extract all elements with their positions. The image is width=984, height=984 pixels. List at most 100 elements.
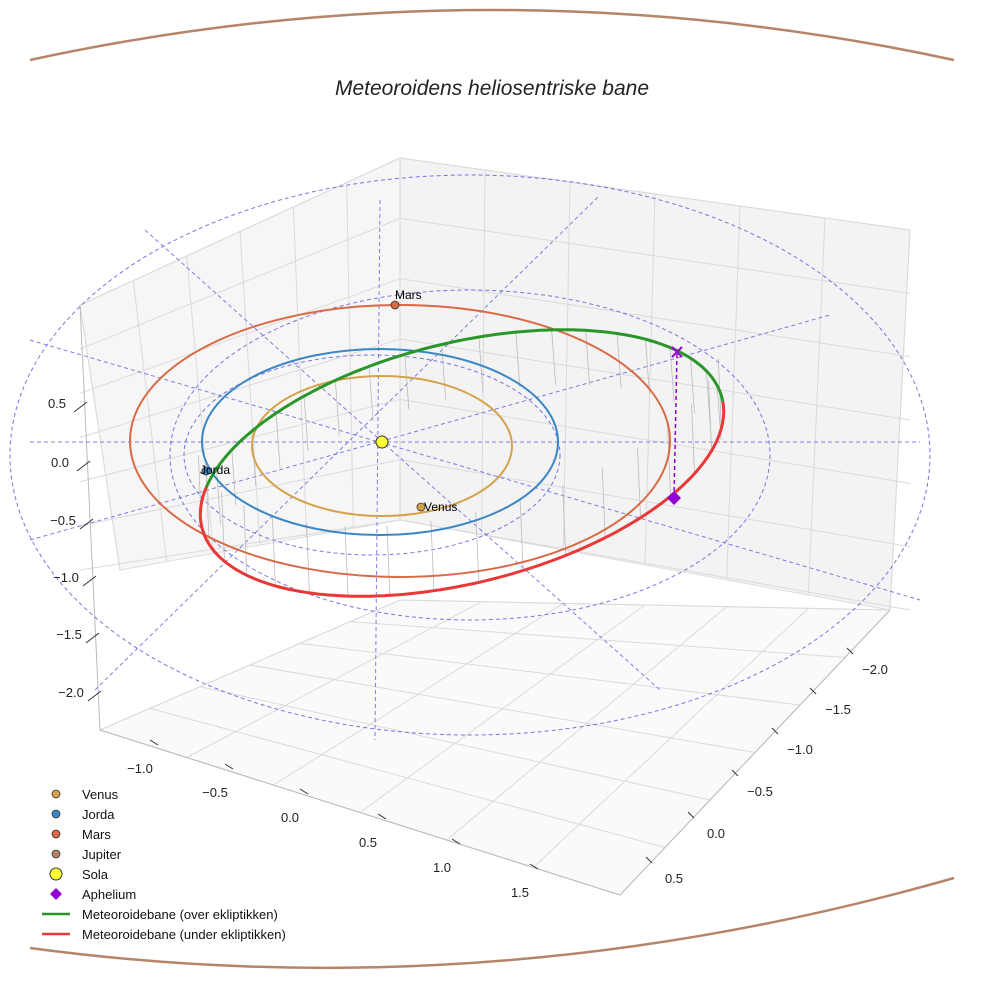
ref-ellipse-inner xyxy=(183,354,561,556)
grid-line xyxy=(807,217,826,596)
meteoroid-orbit-above xyxy=(204,328,725,489)
legend-marker xyxy=(51,789,61,799)
drop-line xyxy=(519,500,524,571)
orbit-jorda xyxy=(201,348,559,536)
x-tick-label: 0.0 xyxy=(281,810,299,825)
x-axis-line xyxy=(99,729,621,896)
planet-marker-jorda xyxy=(201,466,211,476)
legend-marker xyxy=(51,849,61,859)
grid-line xyxy=(399,459,911,548)
x-tick-mark xyxy=(224,763,234,770)
x-tick-label: −1.0 xyxy=(127,761,153,776)
grid-line xyxy=(346,182,354,529)
meteoroid-orbit xyxy=(198,328,726,598)
grid-line xyxy=(292,206,308,537)
meteoroid-orbit-below xyxy=(198,401,726,598)
grid-line xyxy=(79,459,401,527)
reference-line xyxy=(29,339,921,601)
grid-line xyxy=(79,217,401,350)
z-tick-label: −0.5 xyxy=(50,513,76,528)
planet-marker-venus xyxy=(416,502,426,512)
x-tick-mark xyxy=(299,788,309,795)
drop-line xyxy=(404,354,410,410)
drop-line xyxy=(691,403,695,474)
orbit-venus xyxy=(251,375,513,517)
grid-line xyxy=(889,229,911,611)
drop-line xyxy=(551,329,557,385)
y-tick-label: −1.5 xyxy=(825,702,851,717)
chart-title: Meteoroidens heliosentriske bane xyxy=(335,77,649,100)
z-tick-label: −1.5 xyxy=(56,627,82,642)
drop-line xyxy=(271,515,276,586)
legend-label: Aphelium xyxy=(82,887,136,902)
y-tick-mark xyxy=(731,769,739,777)
planet-label-jorda: Jorda xyxy=(200,463,230,477)
markers: Venus Jorda Mars xyxy=(200,288,683,514)
drop-line xyxy=(601,467,606,538)
outer-orbit-arc-bottom xyxy=(29,876,955,970)
z-tick-mark xyxy=(87,690,102,702)
y-tick-mark xyxy=(771,727,779,735)
drop-line xyxy=(708,380,712,451)
z-tick-label: 0.5 xyxy=(48,396,66,411)
drop-line xyxy=(243,505,248,576)
drop-line xyxy=(562,485,567,556)
grid-line xyxy=(644,193,656,566)
x-tick-label: 0.5 xyxy=(359,835,377,850)
axis-pane-floor xyxy=(98,599,892,896)
x-tick-mark xyxy=(529,863,539,870)
grid-line xyxy=(399,217,911,294)
legend-label: Meteoroidebane (over ekliptikken) xyxy=(82,907,278,922)
z-tick-mark xyxy=(82,575,97,587)
drop-line xyxy=(275,413,281,469)
legend-label: Jupiter xyxy=(82,847,122,862)
legend-item: Meteoroidebane (over ekliptikken) xyxy=(42,907,278,922)
reference-line xyxy=(374,199,381,741)
grid-line xyxy=(562,181,571,551)
reference-line xyxy=(29,314,831,541)
axis-pane-back xyxy=(399,157,911,611)
grid-line xyxy=(532,607,809,868)
drop-line xyxy=(645,339,650,395)
z-tick-mark xyxy=(76,460,91,472)
legend-marker xyxy=(50,888,62,900)
z-axis-line xyxy=(79,304,101,731)
planet-orbits xyxy=(29,8,955,970)
axis-pane-left xyxy=(79,157,401,571)
y-tick-mark xyxy=(687,811,695,819)
grid-line xyxy=(399,338,911,421)
x-tick-mark xyxy=(149,739,159,746)
aphelion-projection-marker xyxy=(671,346,683,358)
ref-ellipse-middle xyxy=(169,289,771,621)
z-tick-label: 0.0 xyxy=(51,455,69,470)
drop-line xyxy=(386,525,391,596)
z-tick-label: −2.0 xyxy=(58,685,84,700)
drop-line xyxy=(705,370,711,426)
legend-item: Jupiter xyxy=(51,847,122,862)
reference-line xyxy=(144,229,661,691)
drop-line xyxy=(303,396,309,452)
y-tick-label: −2.0 xyxy=(862,662,888,677)
legend-label: Mars xyxy=(82,827,111,842)
x-tick-mark xyxy=(377,813,387,820)
y-tick-label: −0.5 xyxy=(747,784,773,799)
x-tick-label: 1.0 xyxy=(433,860,451,875)
legend-label: Jorda xyxy=(82,807,115,822)
drop-line xyxy=(441,344,447,400)
z-tick-mark xyxy=(85,632,100,644)
planet-label-mars: Mars xyxy=(395,288,422,302)
legend-item: Jorda xyxy=(51,807,115,822)
legend-marker xyxy=(51,809,61,819)
reference-line xyxy=(94,194,601,691)
grid-lines xyxy=(79,157,911,896)
legend-item: Mars xyxy=(51,827,111,842)
drop-line xyxy=(306,522,310,593)
drop-line xyxy=(690,358,695,414)
x-tick-label: 1.5 xyxy=(511,885,529,900)
y-tick-label: −1.0 xyxy=(787,742,813,757)
planet-label-venus: Venus xyxy=(424,500,457,514)
drop-line xyxy=(344,526,349,597)
grid-line xyxy=(132,280,168,562)
